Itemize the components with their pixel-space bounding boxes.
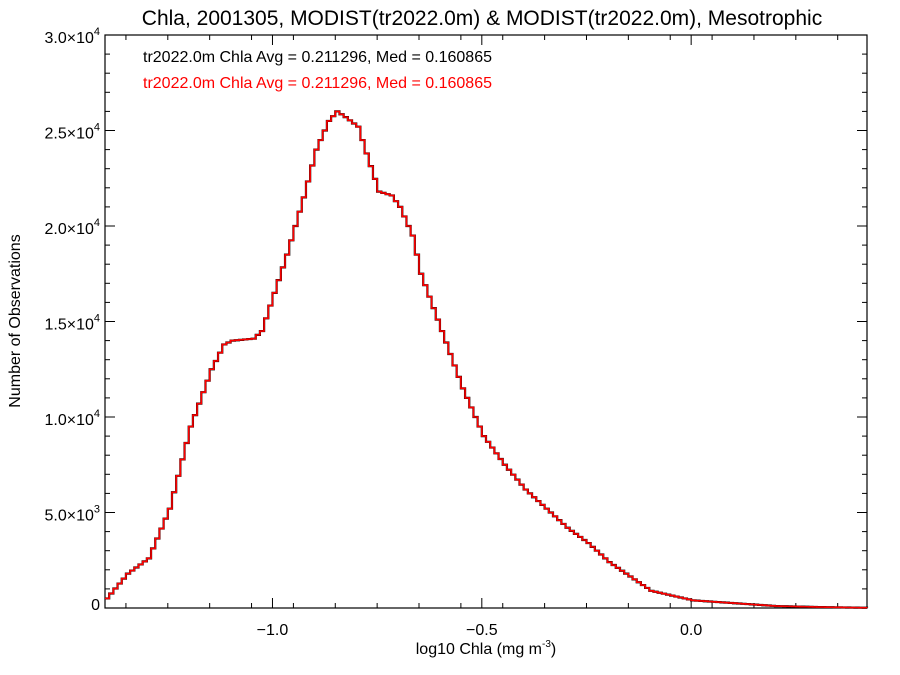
legend: tr2022.0m Chla Avg = 0.211296, Med = 0.1… xyxy=(143,49,492,92)
y-tick-label: 1.0×104 xyxy=(44,408,100,429)
y-tick-label-mantissa: 5.0×10 xyxy=(44,508,93,525)
y-tick-label-mantissa: 1.0×10 xyxy=(44,412,93,429)
chart-title: Chla, 2001305, MODIST(tr2022.0m) & MODIS… xyxy=(142,7,822,30)
plot-area-border xyxy=(104,34,868,609)
x-axis-label: log10 Chla (mg m-3) xyxy=(416,639,557,658)
y-axis-ticks: 05.0×1031.0×1041.5×1042.0×1042.5×1043.0×… xyxy=(44,26,867,614)
series-layer xyxy=(105,110,869,609)
y-tick-label-mantissa: 0 xyxy=(91,597,100,614)
legend-entry-2: tr2022.0m Chla Avg = 0.211296, Med = 0.1… xyxy=(143,75,492,92)
y-tick-label-mantissa: 2.5×10 xyxy=(44,126,93,143)
y-tick-label-exponent: 4 xyxy=(94,408,100,420)
y-tick-label-exponent: 4 xyxy=(94,217,100,229)
y-tick-label-mantissa: 3.0×10 xyxy=(44,30,93,47)
x-tick-label: 0.0 xyxy=(680,622,702,639)
y-tick-label: 5.0×103 xyxy=(44,504,100,525)
x-axis-ticks: −1.0 −0.5 0.0 xyxy=(125,35,839,639)
x-tick-label: −1.0 xyxy=(257,622,289,639)
legend-entry-1: tr2022.0m Chla Avg = 0.211296, Med = 0.1… xyxy=(143,49,492,66)
y-tick-label-mantissa: 1.5×10 xyxy=(44,317,93,334)
x-axis-label-superscript: -3 xyxy=(542,639,551,650)
y-tick-label: 1.5×104 xyxy=(44,313,100,334)
x-axis-label-main: log10 Chla (mg m xyxy=(416,641,542,658)
x-tick-label: −0.5 xyxy=(466,622,498,639)
y-tick-label-exponent: 3 xyxy=(94,504,100,516)
series-line-2 xyxy=(105,110,868,609)
plot-frame xyxy=(104,34,868,609)
y-tick-label: 3.0×104 xyxy=(44,26,100,47)
y-tick-label-exponent: 4 xyxy=(94,313,100,325)
y-tick-label: 2.0×104 xyxy=(44,217,100,238)
y-tick-label: 2.5×104 xyxy=(44,122,100,143)
y-axis-label: Number of Observations xyxy=(7,234,24,407)
y-tick-label-exponent: 4 xyxy=(94,26,100,38)
y-tick-label-exponent: 4 xyxy=(94,122,100,134)
x-axis-label-close: ) xyxy=(551,641,556,658)
y-tick-label: 0 xyxy=(91,597,100,614)
series-line-1 xyxy=(105,110,869,609)
y-tick-label-mantissa: 2.0×10 xyxy=(44,221,93,238)
